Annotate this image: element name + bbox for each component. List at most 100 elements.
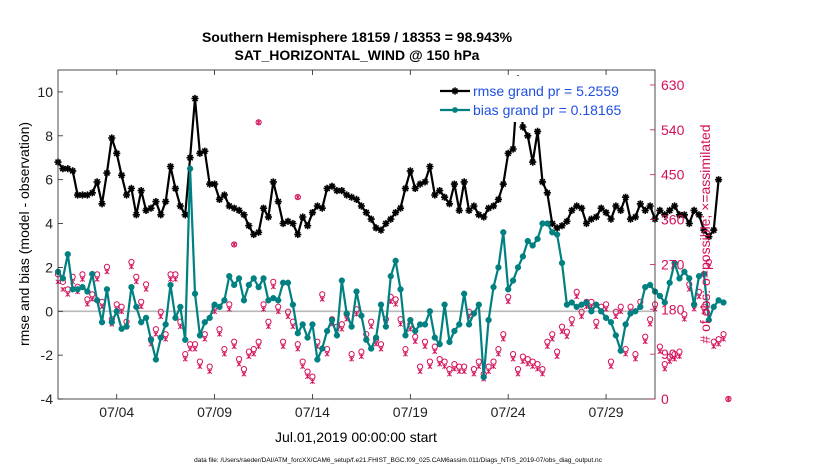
bias-point: [84, 288, 91, 295]
y2-tick-label: 630: [661, 77, 685, 93]
rmse-point: [392, 209, 400, 217]
bias-point: [681, 268, 688, 275]
rmse-point: [563, 217, 571, 225]
y-axis-right: 0 90 180 270 360 450 540 630: [650, 77, 685, 407]
obs-assimilated-marker: [442, 364, 448, 370]
obs-possible-marker: [578, 308, 585, 315]
rmse-point: [289, 219, 297, 228]
rmse-point: [201, 147, 209, 155]
rmse-point: [602, 209, 610, 217]
obs-assimilated-marker: [569, 321, 575, 327]
obs-possible-marker: [270, 278, 277, 285]
y-tick-label: 6: [45, 172, 53, 188]
obs-assimilated-marker: [275, 309, 281, 315]
obs-possible-marker: [309, 373, 316, 380]
obs-assimilated-marker: [422, 344, 428, 350]
bias-point: [661, 299, 668, 306]
rmse-point: [470, 202, 478, 210]
obs-assimilated-marker: [172, 276, 178, 282]
obs-assimilated-marker: [417, 369, 423, 375]
bias-point: [231, 281, 238, 289]
rmse-point: [235, 206, 243, 214]
rmse-point: [568, 206, 576, 214]
obs-possible-marker: [632, 351, 639, 358]
obs-possible-marker: [133, 273, 140, 280]
x-tick-label: 07/29: [589, 404, 624, 420]
obs-possible-marker: [235, 356, 243, 363]
obs-assimilated-marker: [207, 369, 213, 375]
obs-possible-marker: [255, 338, 262, 345]
bias-point: [377, 301, 385, 308]
obs-assimilated-marker: [520, 359, 526, 365]
bias-point: [509, 277, 517, 284]
obs-assimilated-marker: [256, 344, 262, 350]
rmse-point: [318, 204, 326, 212]
rmse-point: [675, 211, 684, 219]
obs-assimilated-marker: [187, 346, 193, 352]
rmse-point: [529, 158, 537, 166]
rmse-point: [661, 211, 669, 219]
obs-possible-marker: [573, 288, 580, 295]
obs-assimilated-marker: [706, 264, 712, 270]
obs-possible-marker: [245, 348, 252, 355]
rmse-point: [299, 213, 307, 221]
obs-assimilated-marker: [353, 311, 360, 317]
bias-point: [123, 323, 130, 330]
obs-possible-marker: [514, 365, 522, 373]
rmse-point: [196, 149, 204, 157]
obs-possible-marker: [358, 348, 365, 355]
bias-point: [348, 323, 355, 330]
rmse-point: [475, 211, 483, 219]
obs-possible-marker: [118, 303, 125, 310]
bias-point: [93, 297, 101, 304]
obs-possible-marker: [529, 358, 536, 365]
obs-possible-marker: [196, 358, 204, 365]
obs-assimilated-marker: [128, 264, 134, 270]
obs-possible-marker: [275, 303, 282, 310]
obs-possible-marker: [568, 316, 575, 323]
rmse-point: [245, 222, 253, 230]
obs-assimilated-marker: [197, 364, 203, 370]
rmse-point: [93, 178, 101, 186]
obs-assimilated-marker: [182, 356, 188, 362]
bias-point: [108, 319, 115, 326]
obs-assimilated-marker: [490, 364, 497, 370]
rmse-point: [333, 187, 341, 195]
obs-possible-marker: [250, 346, 257, 353]
obs-possible-marker: [89, 291, 96, 298]
obs-assimilated-marker: [261, 306, 267, 312]
bias-point: [235, 275, 243, 282]
obs-possible-marker: [500, 331, 507, 338]
bias-point: [177, 303, 184, 311]
bias-point: [353, 288, 360, 295]
obs-possible-marker: [519, 353, 526, 360]
rmse-point: [132, 211, 140, 219]
obs-assimilated-marker: [339, 326, 345, 332]
obs-assimilated-marker: [177, 324, 183, 330]
obs-possible-marker: [681, 311, 688, 318]
rmse-point: [357, 202, 365, 210]
rmse-point: [406, 167, 414, 175]
obs-possible-marker: [642, 333, 649, 340]
bias-point: [568, 299, 575, 306]
bias-point: [553, 231, 561, 238]
y2-tick-label: 0: [661, 391, 669, 407]
obs-assimilated-marker: [349, 356, 355, 362]
bias-point: [612, 332, 620, 339]
rmse-point: [225, 202, 233, 210]
obs-assimilated-marker: [593, 324, 599, 330]
bias-point: [147, 336, 155, 343]
obs-assimilated-marker: [574, 294, 580, 300]
obs-assimilated-marker: [672, 356, 678, 362]
obs-assimilated-marker: [309, 379, 315, 385]
bias-point: [128, 283, 135, 291]
rmse-point: [450, 180, 458, 188]
obs-assimilated-marker: [158, 314, 164, 320]
rmse-point: [416, 180, 424, 188]
bias-point: [500, 229, 507, 236]
bias-point: [402, 332, 409, 339]
obs-possible-marker: [661, 361, 668, 368]
obs-possible-marker: [426, 358, 434, 365]
bias-point: [686, 275, 693, 282]
